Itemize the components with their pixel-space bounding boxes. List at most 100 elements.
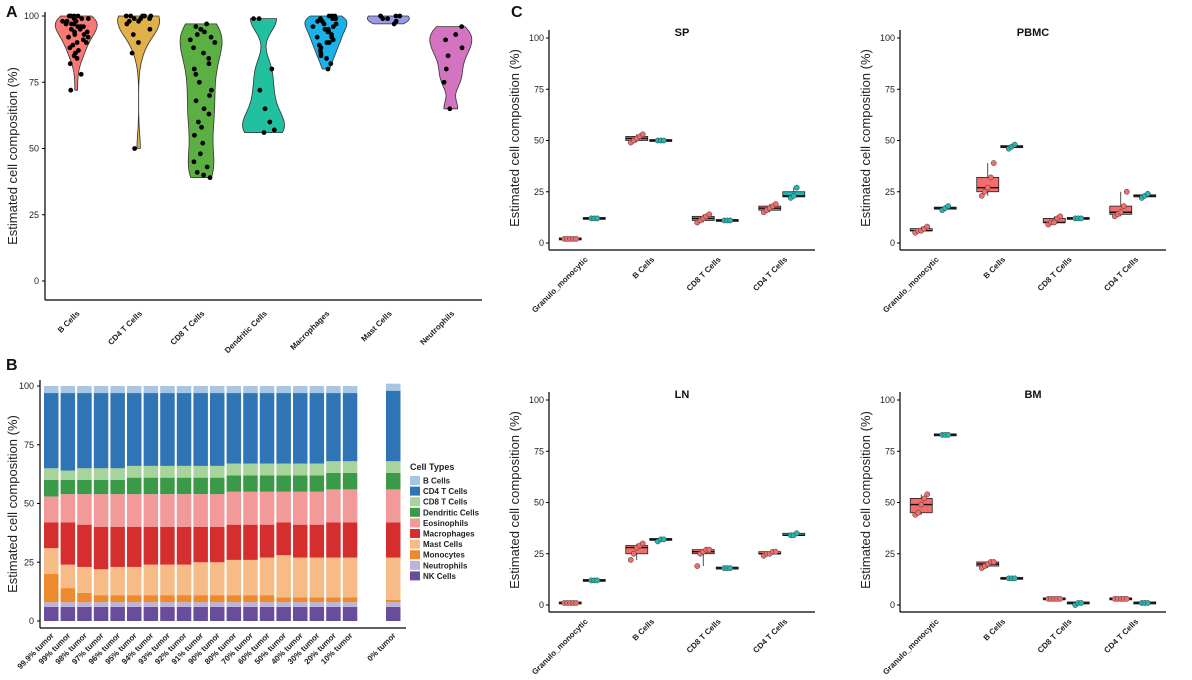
b-bar-segment-mast-cells [259, 557, 275, 596]
b-bar-segment-b-cells [127, 386, 142, 394]
a-point-b-cells [66, 13, 72, 19]
b-legend-swatch-eosinophils [410, 518, 420, 528]
b-bar-segment-monocytes [276, 597, 291, 603]
b-legend-label: Macrophages [423, 530, 475, 539]
a-point-macrophages [328, 61, 334, 67]
a-point-macrophages [314, 34, 320, 40]
a-point-b-cells [64, 18, 70, 24]
c-y-axis-title: Estimated cell composition (%) [858, 49, 873, 227]
a-point-mast-cells [393, 13, 399, 19]
b-bar-segment-cd8-t-cells [276, 463, 291, 476]
c-point [573, 600, 580, 606]
b-bar-segment-eosinophils [326, 489, 341, 523]
a-point-cd8-t-cells [206, 56, 212, 61]
b-bar-segment-cd4-t-cells [60, 393, 76, 471]
a-xtick-label: Macrophages [289, 309, 332, 352]
b-bar-segment-macrophages [127, 527, 142, 567]
b-bar-segment-b-cells [243, 386, 258, 394]
c-ytick-label: 0 [539, 600, 544, 610]
b-bar-segment-eosinophils [276, 491, 291, 523]
b-bar-segment-eosinophils [143, 494, 159, 527]
a-point-macrophages [322, 26, 328, 32]
c-ytick-label: 50 [885, 498, 895, 508]
c-point [793, 184, 800, 191]
b-bar-segment-neutrophils [276, 602, 291, 607]
a-point-macrophages [329, 13, 335, 19]
c-point [981, 188, 988, 195]
b-bar-segment-macrophages [243, 524, 258, 560]
a-point-b-cells [67, 61, 73, 67]
b-bar-segment-cd8-t-cells [226, 463, 242, 476]
b-bar-segment-macrophages [226, 524, 242, 560]
a-ytick-label: 0 [34, 276, 39, 286]
b-bar-segment-dendritic-cells [293, 475, 308, 492]
a-point-cd8-t-cells [209, 87, 214, 93]
b-bar-segment-neutrophils [259, 602, 275, 607]
a-ytick-label: 25 [29, 210, 39, 220]
a-point-dendritic-cells [257, 87, 263, 93]
b-bar-segment-cd8-t-cells [160, 465, 175, 478]
b-bar-segment-eosinophils [386, 489, 401, 523]
a-point-cd8-t-cells [204, 21, 210, 27]
b-bar-segment-eosinophils [127, 494, 142, 527]
b-bar-segment-macrophages [326, 522, 341, 558]
c-panel-sp: 0 25 50 75 100 Estimated cell composition (%)… [507, 27, 815, 315]
b-bar-segment-neutrophils [210, 602, 225, 607]
c-ytick-label: 50 [534, 498, 544, 508]
b-bar-segment-monocytes [293, 597, 308, 603]
b-bar-segment-eosinophils [293, 491, 308, 525]
a-point-b-cells [71, 13, 77, 19]
c-panel-ln: 0 25 50 75 100 Estimated cell composition (%)… [507, 389, 815, 677]
panel-c-box-charts: 0 25 50 75 100 Estimated cell composition (%)… [507, 27, 1166, 677]
a-point-b-cells [84, 29, 90, 35]
b-bar-segment-neutrophils [77, 602, 92, 607]
a-point-cd8-t-cells [194, 32, 200, 37]
b-legend-swatch-dendritic-cells [410, 507, 420, 517]
c-xtick-label: Granulo_monocytic [881, 617, 941, 677]
b-bar-segment-b-cells [309, 386, 325, 394]
b-bar-segment-cd4-t-cells [143, 393, 159, 466]
b-bar-segment-cd4-t-cells [176, 393, 192, 466]
b-bar-segment-nk-cells [243, 606, 258, 621]
b-bar-segment-b-cells [110, 386, 125, 394]
b-bar-segment-cd4-t-cells [110, 393, 125, 469]
a-point-cd4-t-cells [136, 40, 141, 45]
b-legend-label: Eosinophils [423, 519, 469, 528]
b-bar-segment-cd4-t-cells [259, 393, 275, 464]
c-ytick-label: 0 [539, 238, 544, 248]
c-point [924, 491, 931, 498]
a-point-macrophages [333, 21, 339, 27]
a-point-cd8-t-cells [198, 151, 203, 157]
a-xtick-label: CD4 T Cells [106, 309, 144, 347]
a-point-mast-cells [397, 13, 403, 19]
b-bar-segment-mast-cells [44, 548, 59, 574]
c-xtick-label: CD4 T Cells [1102, 255, 1140, 293]
a-xtick-label: Neutrophils [418, 309, 456, 347]
a-point-cd8-t-cells [208, 34, 214, 40]
b-bar-segment-cd8-t-cells [143, 465, 159, 478]
b-bar-segment-dendritic-cells [226, 475, 242, 492]
b-bar-segment-monocytes [93, 595, 109, 603]
c-point [987, 174, 994, 181]
b-bar-segment-mast-cells [176, 564, 192, 596]
a-point-cd8-t-cells [207, 175, 213, 181]
b-bar-segment-nk-cells [60, 606, 76, 621]
c-ytick-label: 50 [534, 136, 544, 146]
b-bar-segment-b-cells [259, 386, 275, 394]
panel-letter-c: C [511, 4, 523, 21]
b-legend-label: Dendritic Cells [423, 508, 480, 517]
b-bar-segment-dendritic-cells [127, 477, 142, 495]
c-y-axis-title: Estimated cell composition (%) [858, 411, 873, 589]
b-bar-segment-eosinophils [60, 494, 76, 523]
a-point-cd8-t-cells [193, 98, 199, 104]
c-point [772, 201, 779, 207]
a-point-dendritic-cells [269, 66, 275, 72]
b-bar-segment-dendritic-cells [386, 472, 401, 490]
c-ytick-label: 75 [885, 446, 895, 456]
c-ytick-label: 100 [880, 395, 895, 405]
b-bar-segment-neutrophils [127, 602, 142, 607]
b-bar-segment-macrophages [176, 527, 192, 565]
a-point-cd8-t-cells [193, 71, 199, 77]
b-bar-segment-cd4-t-cells [93, 393, 109, 469]
c-xtick-label: CD8 T Cells [685, 617, 723, 655]
